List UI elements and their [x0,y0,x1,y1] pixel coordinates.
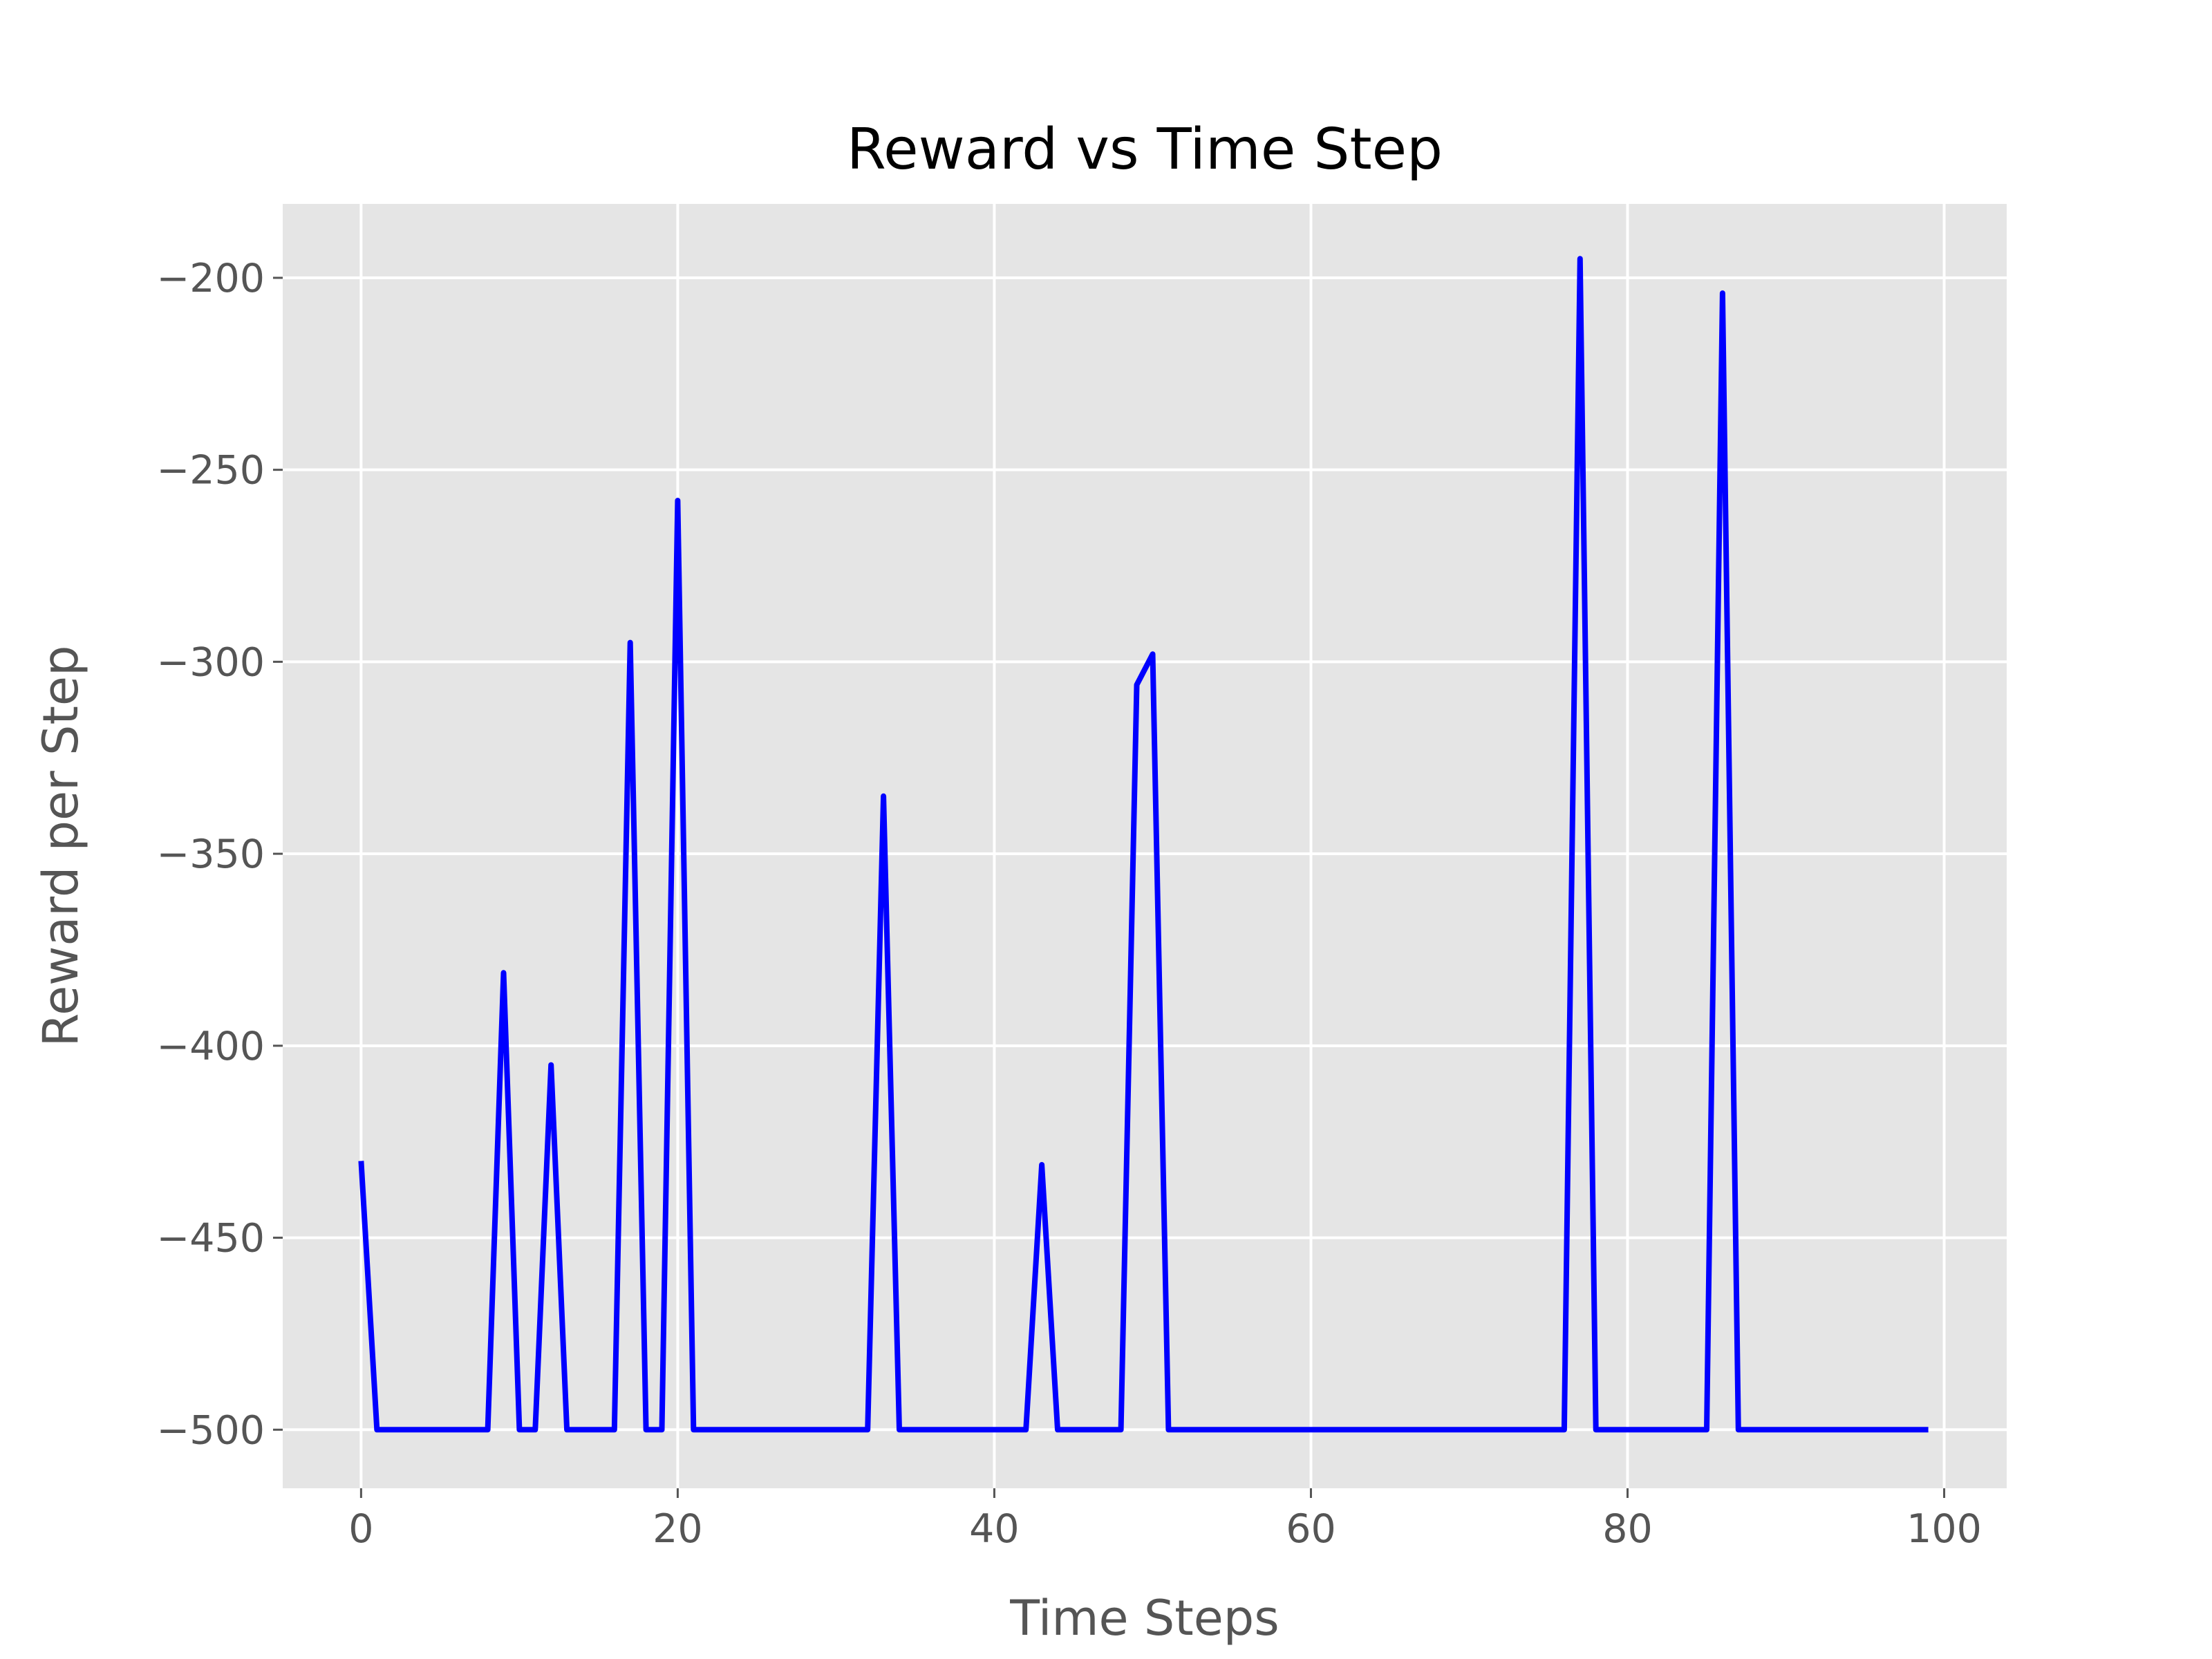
x-tick-label: 20 [653,1506,703,1552]
y-tick-label: −350 [156,832,265,877]
y-tick-label: −500 [156,1407,265,1453]
x-tick-label: 100 [1906,1506,1982,1552]
y-tick-label: −200 [156,256,265,301]
x-axis-label: Time Steps [1009,1590,1279,1647]
y-tick-label: −300 [156,639,265,685]
x-tick-label: 80 [1602,1506,1653,1552]
reward-series-line [358,256,1929,1433]
y-axis-label: Reward per Step [32,646,89,1047]
data-point [1152,654,1153,655]
y-axis-ticks: −500 −450 −400 −350 −300 −250 −200 [156,256,283,1453]
data-point [677,500,678,501]
y-tick-label: −400 [156,1024,265,1069]
x-tick-label: 0 [348,1506,373,1552]
y-tick-label: −450 [156,1216,265,1262]
x-tick-label: 60 [1286,1506,1336,1552]
chart-title: Reward vs Time Step [847,117,1443,182]
data-point [1136,684,1137,685]
x-tick-label: 40 [969,1506,1020,1552]
data-point [1722,293,1723,294]
x-axis-ticks: 0 20 40 60 80 100 [348,1488,1982,1552]
x-gridlines [359,204,1946,1488]
y-tick-label: −250 [156,448,265,494]
